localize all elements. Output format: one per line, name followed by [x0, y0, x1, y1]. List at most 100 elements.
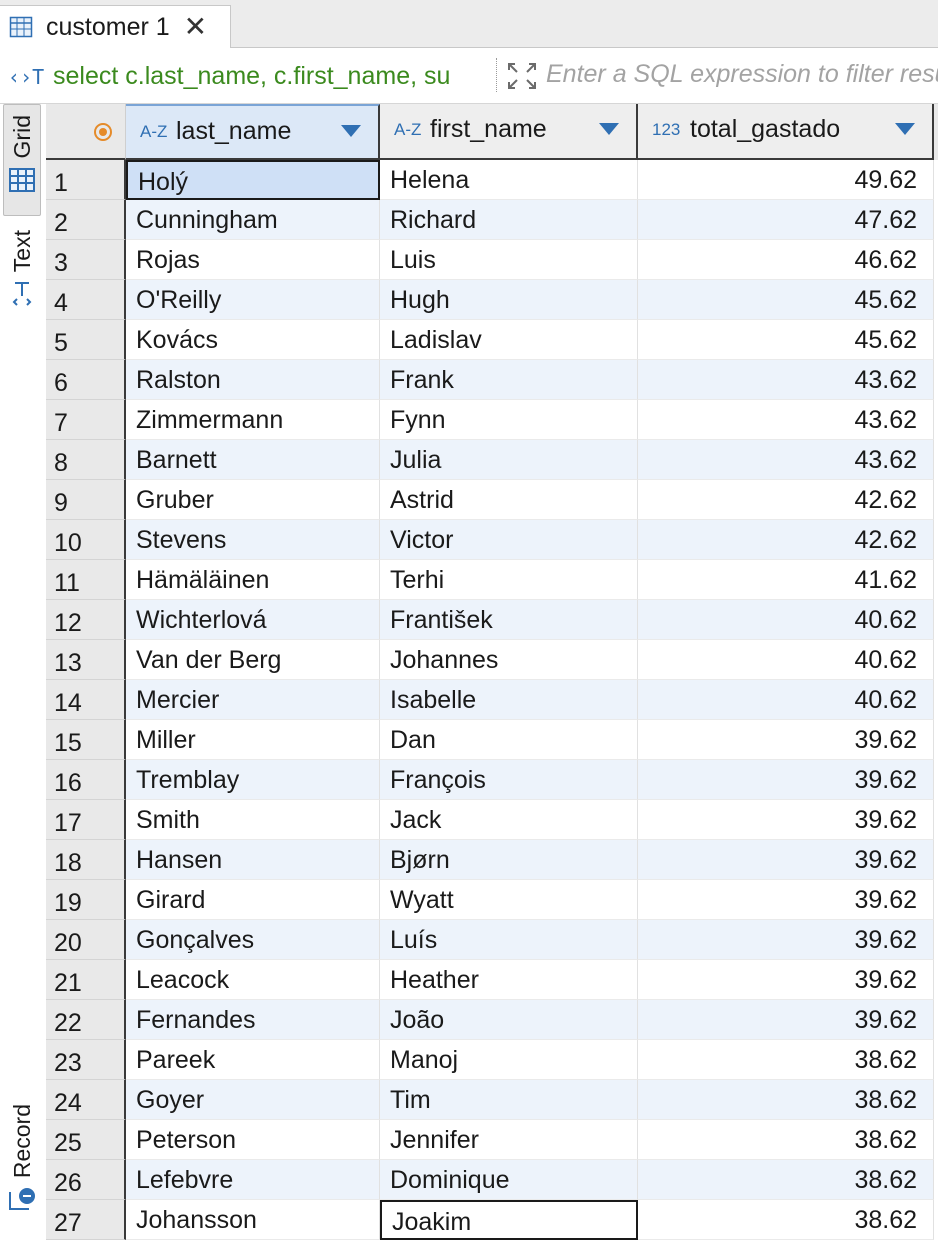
cell-total-gastado[interactable]: 40.62 — [638, 600, 934, 640]
cell-last-name[interactable]: Van der Berg — [126, 640, 380, 680]
cell-total-gastado[interactable]: 38.62 — [638, 1200, 934, 1240]
cell-total-gastado[interactable]: 39.62 — [638, 960, 934, 1000]
table-row[interactable]: 11 Hämäläinen Terhi 41.62 — [46, 560, 938, 600]
cell-last-name[interactable]: Gruber — [126, 480, 380, 520]
table-row[interactable]: 1 Holý Helena 49.62 — [46, 160, 938, 200]
table-row[interactable]: 6 Ralston Frank 43.62 — [46, 360, 938, 400]
cell-total-gastado[interactable]: 43.62 — [638, 400, 934, 440]
row-number[interactable]: 27 — [46, 1200, 126, 1240]
row-number[interactable]: 1 — [46, 160, 126, 200]
cell-total-gastado[interactable]: 39.62 — [638, 880, 934, 920]
cell-last-name[interactable]: Barnett — [126, 440, 380, 480]
cell-first-name[interactable]: João — [380, 1000, 638, 1040]
table-row[interactable]: 24 Goyer Tim 38.62 — [46, 1080, 938, 1120]
table-row[interactable]: 18 Hansen Bjørn 39.62 — [46, 840, 938, 880]
table-row[interactable]: 5 Kovács Ladislav 45.62 — [46, 320, 938, 360]
cell-total-gastado[interactable]: 38.62 — [638, 1120, 934, 1160]
table-row[interactable]: 13 Van der Berg Johannes 40.62 — [46, 640, 938, 680]
chevron-down-icon[interactable] — [894, 122, 916, 136]
table-row[interactable]: 14 Mercier Isabelle 40.62 — [46, 680, 938, 720]
table-row[interactable]: 26 Lefebvre Dominique 38.62 — [46, 1160, 938, 1200]
cell-first-name[interactable]: Julia — [380, 440, 638, 480]
cell-last-name[interactable]: Gonçalves — [126, 920, 380, 960]
row-number[interactable]: 25 — [46, 1120, 126, 1160]
table-row[interactable]: 23 Pareek Manoj 38.62 — [46, 1040, 938, 1080]
cell-first-name[interactable]: Victor — [380, 520, 638, 560]
row-number[interactable]: 13 — [46, 640, 126, 680]
cell-total-gastado[interactable]: 39.62 — [638, 1000, 934, 1040]
row-number[interactable]: 10 — [46, 520, 126, 560]
cell-last-name[interactable]: Pareek — [126, 1040, 380, 1080]
cell-last-name[interactable]: Ralston — [126, 360, 380, 400]
tab-record[interactable]: Record — [3, 1104, 41, 1240]
cell-first-name[interactable]: Astrid — [380, 480, 638, 520]
table-row[interactable]: 21 Leacock Heather 39.62 — [46, 960, 938, 1000]
cell-first-name[interactable]: Luis — [380, 240, 638, 280]
cell-last-name[interactable]: Fernandes — [126, 1000, 380, 1040]
row-number[interactable]: 23 — [46, 1040, 126, 1080]
cell-last-name[interactable]: Wichterlová — [126, 600, 380, 640]
cell-first-name[interactable]: Frank — [380, 360, 638, 400]
cell-first-name[interactable]: Manoj — [380, 1040, 638, 1080]
cell-first-name[interactable]: Johannes — [380, 640, 638, 680]
cell-last-name[interactable]: Goyer — [126, 1080, 380, 1120]
row-number[interactable]: 21 — [46, 960, 126, 1000]
cell-total-gastado[interactable]: 39.62 — [638, 720, 934, 760]
tab-text[interactable]: Text — [3, 230, 41, 330]
row-number[interactable]: 19 — [46, 880, 126, 920]
row-number[interactable]: 3 — [46, 240, 126, 280]
cell-last-name[interactable]: Hansen — [126, 840, 380, 880]
cell-total-gastado[interactable]: 39.62 — [638, 800, 934, 840]
cell-last-name[interactable]: Lefebvre — [126, 1160, 380, 1200]
table-row[interactable]: 25 Peterson Jennifer 38.62 — [46, 1120, 938, 1160]
tab-customer-1[interactable]: customer 1 ✕ — [0, 5, 231, 48]
chevron-down-icon[interactable] — [340, 124, 362, 138]
cell-total-gastado[interactable]: 42.62 — [638, 520, 934, 560]
cell-last-name[interactable]: Johansson — [126, 1200, 380, 1240]
cell-first-name[interactable]: Terhi — [380, 560, 638, 600]
cell-last-name[interactable]: Peterson — [126, 1120, 380, 1160]
table-row[interactable]: 2 Cunningham Richard 47.62 — [46, 200, 938, 240]
cell-total-gastado[interactable]: 43.62 — [638, 360, 934, 400]
sql-query-text[interactable]: select c.last_name, c.first_name, su — [53, 62, 451, 90]
cell-total-gastado[interactable]: 47.62 — [638, 200, 934, 240]
cell-last-name[interactable]: Girard — [126, 880, 380, 920]
cell-last-name[interactable]: Leacock — [126, 960, 380, 1000]
row-number-header[interactable] — [46, 104, 126, 160]
cell-total-gastado[interactable]: 45.62 — [638, 280, 934, 320]
cell-first-name[interactable]: Isabelle — [380, 680, 638, 720]
cell-first-name[interactable]: Tim — [380, 1080, 638, 1120]
cell-first-name[interactable]: Luís — [380, 920, 638, 960]
row-number[interactable]: 14 — [46, 680, 126, 720]
column-header-first-name[interactable]: A-Z first_name — [380, 104, 638, 160]
table-row[interactable]: 16 Tremblay François 39.62 — [46, 760, 938, 800]
row-number[interactable]: 20 — [46, 920, 126, 960]
cell-total-gastado[interactable]: 46.62 — [638, 240, 934, 280]
cell-total-gastado[interactable]: 39.62 — [638, 920, 934, 960]
cell-last-name[interactable]: Holý — [126, 160, 380, 200]
table-row[interactable]: 4 O'Reilly Hugh 45.62 — [46, 280, 938, 320]
cell-last-name[interactable]: Kovács — [126, 320, 380, 360]
tab-grid[interactable]: Grid — [3, 104, 41, 216]
radio-icon[interactable] — [93, 122, 113, 142]
table-row[interactable]: 17 Smith Jack 39.62 — [46, 800, 938, 840]
table-row[interactable]: 12 Wichterlová František 40.62 — [46, 600, 938, 640]
cell-total-gastado[interactable]: 40.62 — [638, 640, 934, 680]
row-number[interactable]: 5 — [46, 320, 126, 360]
cell-first-name[interactable]: François — [380, 760, 638, 800]
cell-first-name[interactable]: František — [380, 600, 638, 640]
cell-first-name[interactable]: Dan — [380, 720, 638, 760]
cell-last-name[interactable]: Hämäläinen — [126, 560, 380, 600]
row-number[interactable]: 7 — [46, 400, 126, 440]
row-number[interactable]: 2 — [46, 200, 126, 240]
cell-first-name[interactable]: Bjørn — [380, 840, 638, 880]
sql-text-icon[interactable]: ‹›T — [8, 65, 45, 89]
table-row[interactable]: 7 Zimmermann Fynn 43.62 — [46, 400, 938, 440]
cell-last-name[interactable]: Cunningham — [126, 200, 380, 240]
cell-last-name[interactable]: Miller — [126, 720, 380, 760]
table-row[interactable]: 10 Stevens Victor 42.62 — [46, 520, 938, 560]
row-number[interactable]: 6 — [46, 360, 126, 400]
table-row[interactable]: 3 Rojas Luis 46.62 — [46, 240, 938, 280]
row-number[interactable]: 18 — [46, 840, 126, 880]
cell-first-name[interactable]: Dominique — [380, 1160, 638, 1200]
